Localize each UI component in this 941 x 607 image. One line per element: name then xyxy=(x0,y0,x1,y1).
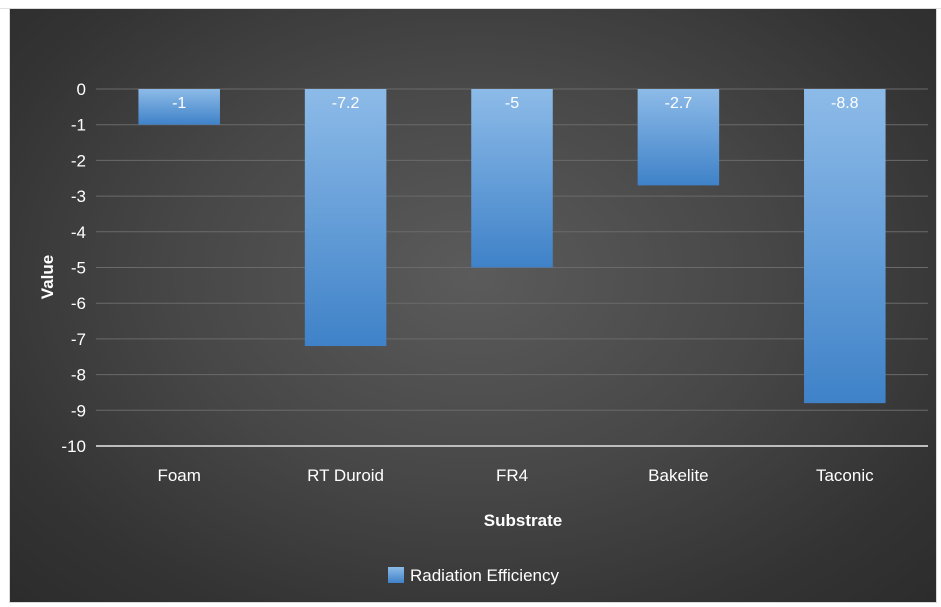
y-tick-label: -3 xyxy=(71,187,86,206)
bar xyxy=(804,89,886,404)
bar xyxy=(304,89,387,347)
legend-label: Radiation Efficiency xyxy=(410,566,559,585)
y-axis-title: Value xyxy=(38,255,57,299)
chart-area: -1 -7.2 -5 -2.7 -8.8 0 -1 -2 -3 -4 -5 -6 -7 -8 -9 -10 F… xyxy=(9,8,937,603)
bars: -1 -7.2 -5 -2.7 -8.8 xyxy=(138,89,886,404)
y-tick-label: 0 xyxy=(77,80,86,99)
x-axis-title: Substrate xyxy=(484,511,562,530)
data-label: -5 xyxy=(505,95,519,112)
y-tick-label: -6 xyxy=(71,294,86,313)
bar xyxy=(637,89,720,186)
x-tick-label: RT Duroid xyxy=(307,466,384,485)
bar-chart: -1 -7.2 -5 -2.7 -8.8 0 -1 -2 -3 -4 -5 -6 -7 -8 -9 -10 F… xyxy=(38,80,928,585)
legend-swatch xyxy=(388,567,404,583)
y-tick-label: -4 xyxy=(71,223,86,242)
y-tick-label: -8 xyxy=(71,366,86,385)
bar xyxy=(471,89,553,268)
y-tick-label: -10 xyxy=(61,437,86,456)
x-tick-label: Bakelite xyxy=(648,466,708,485)
legend: Radiation Efficiency xyxy=(388,566,559,585)
y-tick-label: -1 xyxy=(71,116,86,135)
data-label: -2.7 xyxy=(665,95,693,112)
x-tick-label: Foam xyxy=(157,466,200,485)
x-tick-label: FR4 xyxy=(496,466,528,485)
data-label: -7.2 xyxy=(332,95,360,112)
y-tick-label: -9 xyxy=(71,401,86,420)
data-label: -1 xyxy=(172,95,186,112)
axes: 0 -1 -2 -3 -4 -5 -6 -7 -8 -9 -10 Foam RT Duroid FR4 Ba… xyxy=(61,80,928,485)
y-tick-label: -5 xyxy=(71,259,86,278)
x-tick-label: Taconic xyxy=(816,466,874,485)
bar xyxy=(138,89,220,125)
data-label: -8.8 xyxy=(831,95,859,112)
y-tick-label: -2 xyxy=(71,151,86,170)
y-tick-label: -7 xyxy=(71,330,86,349)
